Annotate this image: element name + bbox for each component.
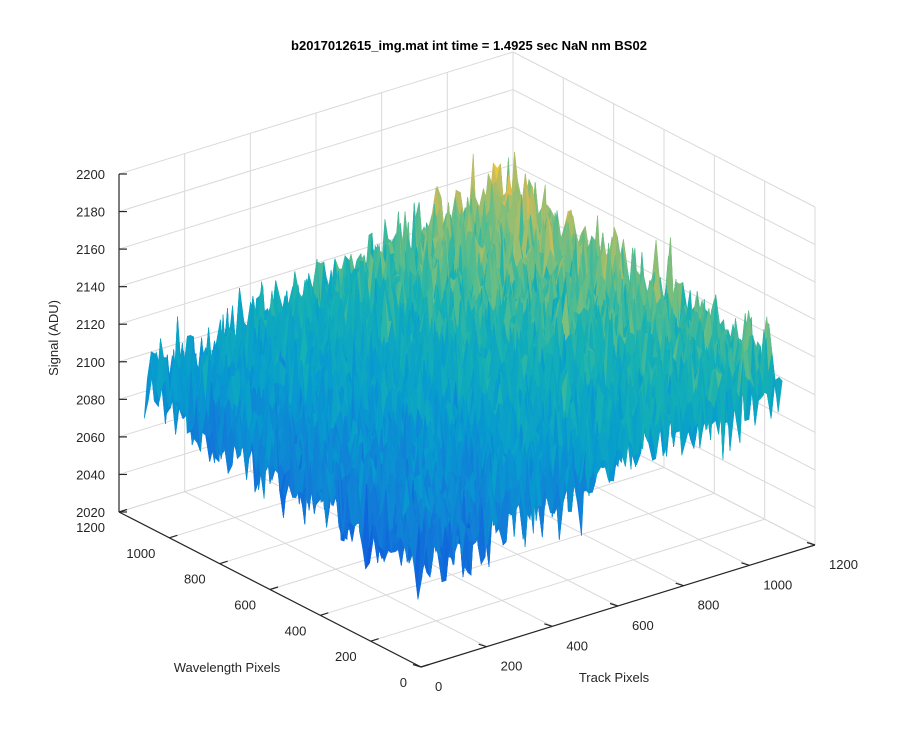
grid-line — [512, 164, 816, 321]
grid-line — [118, 51, 514, 175]
grid-line — [512, 201, 816, 358]
grid-line — [512, 126, 816, 283]
grid-line — [512, 89, 816, 246]
grid-line — [512, 51, 816, 208]
grid-line — [370, 518, 765, 642]
surface — [143, 151, 783, 600]
grid-line — [320, 492, 715, 616]
grid-line — [118, 89, 514, 213]
grid-line — [118, 164, 514, 288]
grid-line — [118, 126, 514, 250]
